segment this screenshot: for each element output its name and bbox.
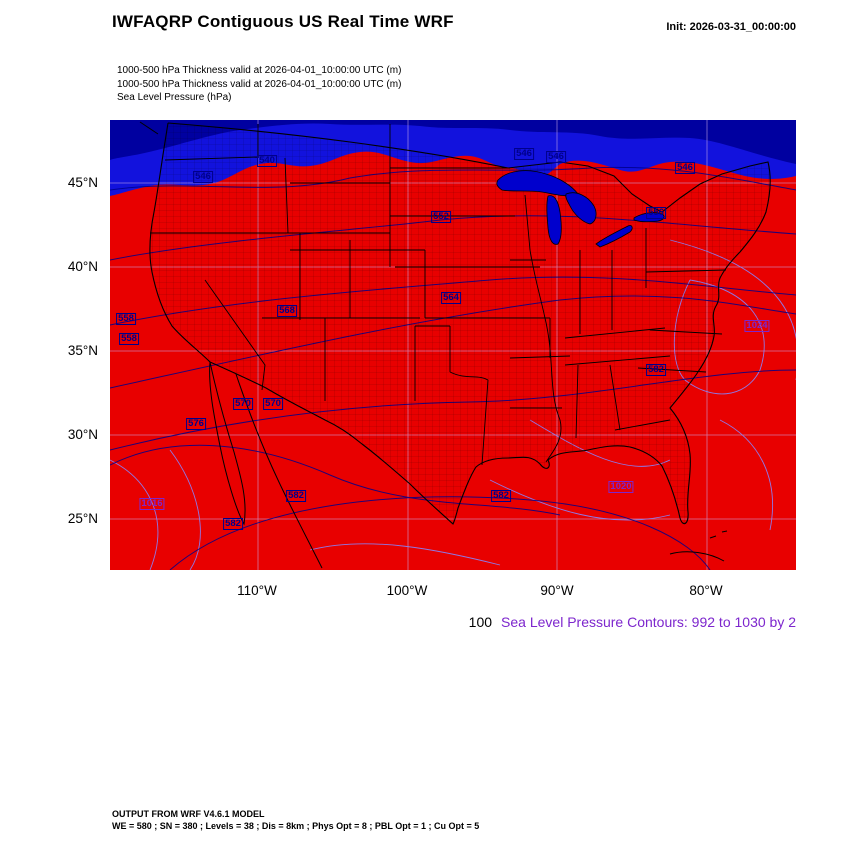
thickness-contour-label: 546 [675,162,695,174]
thickness-contour-label: 558 [116,313,136,325]
islands [669,530,728,562]
thickness-contour-label: 582 [223,518,243,530]
thickness-contour-label: 540 [257,155,277,167]
y-axis-tick: 30°N [67,427,98,442]
init-timestamp: Init: 2026-03-31_00:00:00 [666,21,796,33]
field-captions: 1000-500 hPa Thickness valid at 2026-04-… [117,64,401,105]
slp-contour-label: 1020 [608,481,634,493]
y-axis-tick: 40°N [67,259,98,274]
y-axis-tick: 45°N [67,175,98,190]
thickness-contour-label: 568 [277,305,297,317]
field-caption-slp: Sea Level Pressure (hPa) [117,92,232,103]
thickness-contour-label: 558 [119,333,139,345]
thickness-contour-label: 564 [441,292,461,304]
mexico-coastline [139,121,323,569]
great-lakes [496,170,665,248]
model-info: OUTPUT FROM WRF V4.6.1 MODEL WE = 580 ; … [112,809,479,832]
thickness-contour-label: 582 [286,490,306,502]
thickness-contour-label: 552 [431,211,451,223]
y-axis-tick: 25°N [67,511,98,526]
contour-label-layer: 540 546 546 546 546 552 556 558 558 568 564 570 570 5… [110,120,796,570]
x-axis-tick: 100°W [386,583,428,598]
thickness-fill-navy-band [110,120,796,164]
y-axis-tick: 35°N [67,343,98,358]
plot-title: IWFAQRP Contiguous US Real Time WRF [112,12,454,31]
thickness-contour-label: 570 [233,398,253,410]
slp-note-text: Sea Level Pressure Contours: 992 to 1030… [501,614,796,630]
coastline [149,122,771,525]
state-borders [150,124,727,466]
thickness-contour-label: 556 [646,207,666,219]
slp-contour-note: 100 Sea Level Pressure Contours: 992 to 1… [469,614,796,630]
x-axis-tick: 80°W [689,583,723,598]
lake-michigan [546,195,562,245]
model-info-line1: OUTPUT FROM WRF V4.6.1 MODEL [112,809,265,819]
x-axis-tick: 90°W [540,583,574,598]
field-caption-thickness-2: 1000-500 hPa Thickness valid at 2026-04-… [117,78,402,90]
model-info-line2: WE = 580 ; SN = 380 ; Levels = 38 ; Dis … [112,820,480,831]
thickness-contour-label: 546 [546,151,566,163]
lake-superior [496,170,579,197]
thickness-contour-label: 576 [186,418,206,430]
weather-map-plot: 540 546 546 546 546 552 556 558 558 568 564 570 570 5… [110,120,796,570]
thickness-contour-label: 582 [491,490,511,502]
thickness-contour-label: 582 [646,364,666,376]
lake-erie [595,225,633,248]
slp-contour-label: 1024 [744,320,770,332]
field-caption-thickness-1: 1000-500 hPa Thickness valid at 2026-04-… [117,65,402,76]
slp-note-prefix: 100 [468,614,493,630]
slp-contour-label: 1016 [139,498,165,510]
thickness-contour-label: 546 [193,171,213,183]
weather-map [110,120,796,570]
thickness-contour-label: 570 [263,398,283,410]
x-axis-tick: 110°W [237,583,277,598]
thickness-contour-label: 546 [514,148,534,160]
lake-huron [565,192,597,225]
